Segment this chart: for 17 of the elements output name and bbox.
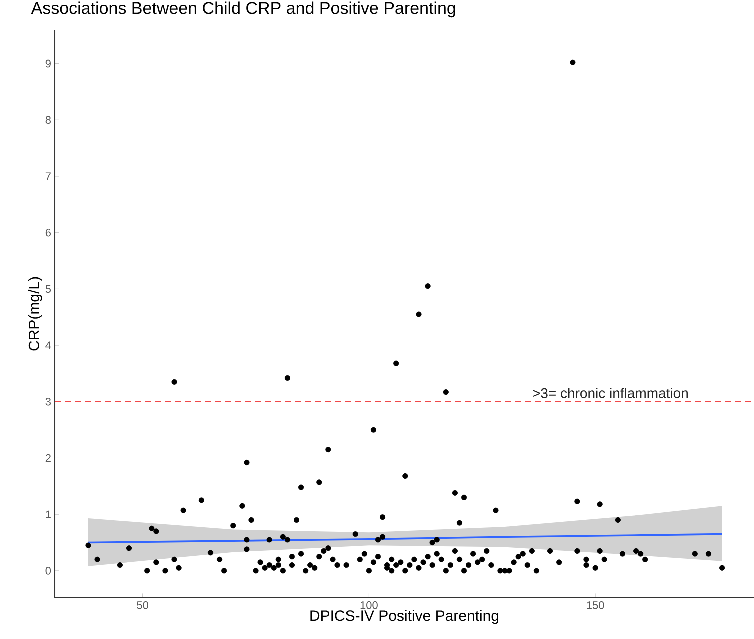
y-tick-label: 6 — [46, 228, 51, 237]
y-tick-label: 9 — [46, 60, 51, 68]
annotation: >3= chronic inflammation — [533, 388, 688, 398]
y-tick-label: 7 — [46, 172, 51, 180]
x-tick-label: 100 — [360, 602, 378, 610]
y-tick-label: 0 — [46, 567, 52, 575]
chart-title: Associations Between Child CRP and Positive Parenting — [31, 2, 456, 18]
y-tick-label: 2 — [46, 454, 51, 462]
y-tick-label: 5 — [46, 285, 52, 294]
y-tick-label: 3 — [46, 398, 51, 406]
y-tick-label: 1 — [46, 510, 51, 518]
x-axis-title: DPICS-IV Positive Parenting — [310, 610, 499, 624]
y-axis-title: CRP(mg/L) — [28, 277, 42, 351]
y-tick-label: 8 — [46, 116, 51, 124]
y-tick-label: 4 — [46, 342, 52, 350]
x-tick-label: 150 — [587, 602, 604, 610]
x-tick-label: 50 — [137, 602, 149, 610]
